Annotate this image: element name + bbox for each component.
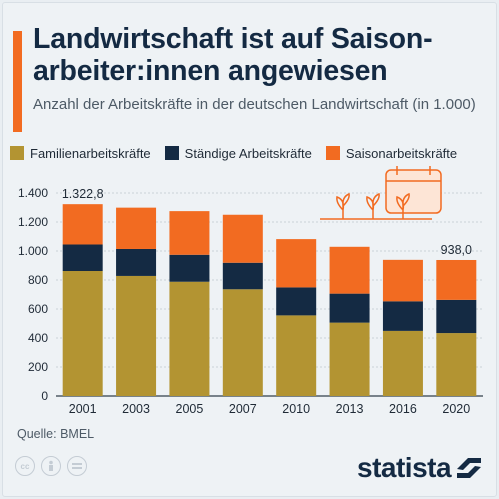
bar-segment-family (382, 330, 423, 396)
y-tick-label: 400 (28, 331, 48, 345)
no-derivatives-icon[interactable] (67, 456, 87, 476)
x-tick-label: 2020 (442, 402, 470, 416)
chart-subtitle: Anzahl der Arbeitskräfte in der deutsche… (33, 96, 476, 113)
y-tick-label: 600 (28, 302, 48, 316)
data-labels: 1.322,8 938,0 (62, 187, 472, 257)
brand-name: statista (357, 452, 452, 483)
bar-segment-family (436, 333, 477, 396)
bar-segment-family (222, 289, 263, 396)
y-tick-label: 1.400 (18, 186, 48, 200)
legend-swatch-family (10, 146, 24, 160)
x-tick-label: 2003 (122, 402, 150, 416)
bar-segment-seasonal (222, 214, 263, 263)
statista-logo-icon (457, 458, 482, 478)
x-tick-label: 2016 (389, 402, 417, 416)
bar-segment-seasonal (436, 259, 477, 300)
source-note: Quelle: BMEL (17, 427, 95, 441)
bar-segment-permanent (169, 254, 210, 282)
bar-segment-permanent (329, 293, 370, 323)
bar-segment-permanent (276, 287, 317, 316)
statista-logo[interactable]: statista (357, 452, 483, 484)
bar-segment-permanent (222, 262, 263, 290)
seedling-calendar-icon (320, 166, 442, 220)
bar-segment-permanent (116, 248, 157, 276)
bar-segment-family (116, 275, 157, 396)
legend-item-seasonal: Saisonarbeitskräfte (325, 145, 458, 161)
bar-segment-permanent (436, 299, 477, 334)
x-tick-label: 2007 (229, 402, 257, 416)
license-icons: cc (15, 456, 93, 476)
legend: Familienarbeitskräfte Ständige Arbeitskr… (10, 144, 471, 162)
bar-segment-seasonal (62, 204, 103, 245)
y-tick-label: 200 (28, 360, 48, 374)
x-tick-label: 2005 (176, 402, 204, 416)
bar-segment-seasonal (382, 259, 423, 302)
x-tick-label: 2013 (336, 402, 364, 416)
bars (62, 204, 477, 396)
bar-segment-seasonal (329, 246, 370, 294)
y-tick-label: 1.000 (18, 244, 48, 258)
data-label: 938,0 (441, 243, 472, 257)
legend-item-permanent: Ständige Arbeitskräfte (164, 145, 312, 161)
legend-swatch-permanent (164, 146, 179, 160)
bar-segment-seasonal (276, 239, 317, 288)
bar-segment-family (62, 271, 103, 396)
chart-title: Landwirtschaft ist auf Saison-arbeiter:i… (33, 23, 433, 87)
legend-item-family: Familienarbeitskräfte (10, 146, 151, 161)
y-tick-label: 800 (28, 273, 48, 287)
bar-segment-family (169, 281, 210, 396)
legend-label-permanent: Ständige Arbeitskräfte (184, 145, 312, 161)
y-tick-label: 0 (41, 389, 48, 403)
y-axis-tick-labels: 0 200 400 600 800 1.000 1.200 1.400 (18, 186, 48, 403)
y-tick-label: 1.200 (18, 215, 48, 229)
legend-label-seasonal: Saisonarbeitskräfte (345, 145, 458, 161)
bar-segment-family (276, 315, 317, 396)
bar-segment-permanent (62, 244, 103, 272)
creative-commons-icon[interactable]: cc (15, 456, 35, 476)
bar-segment-seasonal (169, 211, 210, 255)
x-tick-label: 2010 (282, 402, 310, 416)
legend-swatch-seasonal (325, 146, 340, 160)
x-tick-label: 2001 (69, 402, 97, 416)
data-label: 1.322,8 (62, 187, 104, 201)
bar-segment-family (329, 322, 370, 396)
bar-segment-permanent (382, 301, 423, 331)
bar-segment-seasonal (116, 207, 157, 249)
title-accent-bar (13, 31, 22, 132)
legend-label-family: Familienarbeitskräfte (30, 145, 151, 161)
x-axis-tick-labels: 2001 2003 2005 2007 2010 2013 2016 2020 (69, 402, 470, 416)
attribution-icon[interactable] (41, 456, 61, 476)
